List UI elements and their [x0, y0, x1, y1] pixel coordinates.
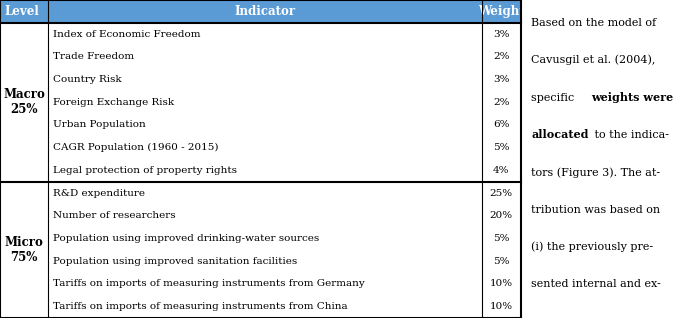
Bar — [0, 295, 521, 318]
Text: Population using improved drinking-water sources: Population using improved drinking-water… — [53, 234, 319, 243]
Text: 5%: 5% — [493, 143, 510, 152]
Text: 4%: 4% — [493, 166, 510, 175]
Text: 6%: 6% — [493, 121, 510, 129]
Bar — [0, 273, 521, 295]
Text: Weight: Weight — [478, 5, 524, 18]
Text: Tariffs on imports of measuring instruments from Germany: Tariffs on imports of measuring instrume… — [53, 280, 365, 288]
Bar — [0, 114, 521, 136]
Text: 3%: 3% — [493, 75, 510, 84]
Bar — [0, 250, 521, 273]
Text: Tariffs on imports of measuring instruments from China: Tariffs on imports of measuring instrume… — [53, 302, 347, 311]
Text: 2%: 2% — [493, 52, 510, 61]
Text: tors (Figure 3). The at-: tors (Figure 3). The at- — [531, 167, 661, 177]
Text: to the indica-: to the indica- — [591, 130, 669, 140]
Bar — [0, 0, 521, 23]
Text: sented internal and ex-: sented internal and ex- — [531, 280, 661, 289]
Text: 10%: 10% — [490, 302, 513, 311]
Text: (i) the previously pre-: (i) the previously pre- — [531, 242, 654, 252]
Bar — [0, 45, 521, 68]
Text: Urban Population: Urban Population — [53, 121, 146, 129]
Bar — [0, 204, 521, 227]
Text: Macro
25%: Macro 25% — [3, 88, 45, 116]
Text: Foreign Exchange Risk: Foreign Exchange Risk — [53, 98, 174, 107]
Text: Level: Level — [4, 5, 39, 18]
Bar — [0, 182, 521, 204]
Text: CAGR Population (1960 - 2015): CAGR Population (1960 - 2015) — [53, 143, 219, 152]
Text: specific: specific — [531, 93, 578, 102]
Text: R&D expenditure: R&D expenditure — [53, 189, 145, 197]
Text: Population using improved sanitation facilities: Population using improved sanitation fac… — [53, 257, 297, 266]
Text: 20%: 20% — [490, 211, 513, 220]
Text: Country Risk: Country Risk — [53, 75, 122, 84]
Text: 25%: 25% — [490, 189, 513, 197]
Text: Cavusgil et al. (2004),: Cavusgil et al. (2004), — [531, 55, 656, 66]
Text: Based on the model of: Based on the model of — [531, 18, 656, 28]
Bar — [0, 68, 521, 91]
Text: Trade Freedom: Trade Freedom — [53, 52, 134, 61]
Bar — [0, 136, 521, 159]
Text: 5%: 5% — [493, 257, 510, 266]
Text: weights were: weights were — [591, 92, 673, 103]
Text: Indicator: Indicator — [234, 5, 296, 18]
Text: 2%: 2% — [493, 98, 510, 107]
Text: 10%: 10% — [490, 280, 513, 288]
Text: 5%: 5% — [493, 234, 510, 243]
Text: Micro
75%: Micro 75% — [4, 236, 43, 264]
Text: Legal protection of property rights: Legal protection of property rights — [53, 166, 237, 175]
Bar — [0, 159, 521, 182]
Text: Number of researchers: Number of researchers — [53, 211, 175, 220]
Text: 3%: 3% — [493, 30, 510, 38]
Text: tribution was based on: tribution was based on — [531, 205, 661, 215]
Text: Index of Economic Freedom: Index of Economic Freedom — [53, 30, 201, 38]
Bar — [0, 91, 521, 114]
Text: allocated: allocated — [531, 129, 589, 141]
Bar — [0, 227, 521, 250]
Bar — [0, 23, 521, 45]
